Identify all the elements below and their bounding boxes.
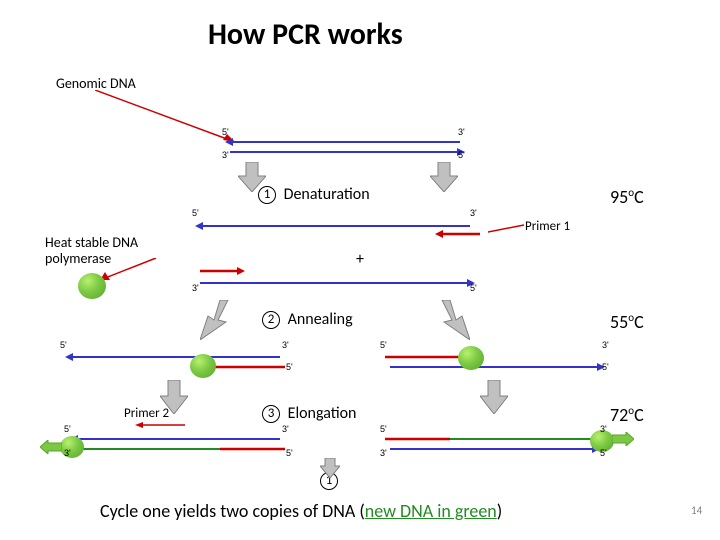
prod-r-5p: 5' <box>380 424 387 434</box>
caption-post: ) <box>497 500 502 522</box>
prod-l-5p: 5' <box>64 424 71 434</box>
temp-72-value: 72 <box>610 404 628 426</box>
product-right <box>380 432 610 456</box>
elong-r-3pr: 5' <box>602 362 609 372</box>
plus-sign: + <box>356 250 364 269</box>
temp-95-value: 95 <box>610 186 628 208</box>
pointer-polymerase <box>100 258 190 286</box>
temp-denaturation: 95oC <box>610 186 644 208</box>
product-left <box>60 432 290 456</box>
temp-elongation: 72oC <box>610 404 644 426</box>
arrow-anneal-right <box>438 300 470 340</box>
arrow-denature-right <box>430 162 458 192</box>
polymerase-blob <box>78 273 106 299</box>
den-top-5p: 5' <box>192 208 199 218</box>
arrow-elong-left <box>160 380 188 414</box>
end-5p-tl: 5' <box>222 127 229 137</box>
step-2-text: Annealing <box>288 310 353 329</box>
step-3-label: 3 Elongation <box>262 404 356 423</box>
step-3-num: 3 <box>262 405 280 423</box>
product-right-greenarrow <box>612 432 634 446</box>
elong-r-5p: 5' <box>380 340 387 350</box>
dna-denatured-bottom <box>190 275 480 291</box>
arrow-elong-right <box>480 380 508 414</box>
temp-55-unit: C <box>634 311 644 333</box>
pointer-primer1 <box>488 222 528 236</box>
primer-1-line <box>435 228 485 240</box>
arrow-final <box>320 458 340 478</box>
end-3p-bl: 3' <box>222 150 229 160</box>
elong-left <box>60 350 290 374</box>
end-5p-br: 5' <box>458 150 465 160</box>
arrow-denature-left <box>238 162 266 192</box>
prod-l-5pb: 5' <box>286 448 293 458</box>
elong-right-blob <box>458 346 484 370</box>
caption-pre: Cycle one yields two copies of DNA ( <box>100 500 365 522</box>
slide-number: 14 <box>691 504 702 517</box>
caption-mid: new DNA in green <box>365 500 497 522</box>
dna-double-strand <box>220 135 470 160</box>
step-1-label: 1 Denaturation <box>258 185 370 204</box>
label-heat-stable-1: Heat stable DNA <box>45 234 138 251</box>
elong-left-blob <box>190 354 216 378</box>
step-2-label: 2 Annealing <box>262 310 353 329</box>
page-title: How PCR works <box>208 16 403 53</box>
end-3p-tr: 3' <box>458 127 465 137</box>
prod-l-3pb: 3' <box>64 448 71 458</box>
temp-72-unit: C <box>634 404 644 426</box>
den-bot-5p: 5' <box>470 283 477 293</box>
elong-l-5p: 5' <box>60 340 67 350</box>
label-primer-1: Primer 1 <box>525 219 570 234</box>
elong-right <box>380 350 610 374</box>
temp-55-value: 55 <box>610 311 628 333</box>
prod-r-5pb: 5' <box>600 448 607 458</box>
caption: Cycle one yields two copies of DNA (new … <box>100 500 502 522</box>
product-left-greenarrow <box>40 440 62 454</box>
den-top-3p: 3' <box>470 208 477 218</box>
temp-annealing: 55oC <box>610 311 644 333</box>
primer-2-line <box>195 265 245 277</box>
arrow-anneal-left <box>200 300 232 340</box>
step-1-text: Denaturation <box>284 185 370 204</box>
step-3-text: Elongation <box>288 404 357 423</box>
elong-r-3p: 3' <box>602 340 609 350</box>
prod-r-3p: 3' <box>600 424 607 434</box>
elong-l-5pb: 5' <box>286 362 293 372</box>
step-2-num: 2 <box>262 311 280 329</box>
elong-l-3p: 3' <box>282 340 289 350</box>
prod-r-3pb: 3' <box>380 448 387 458</box>
prod-l-3p: 3' <box>282 424 289 434</box>
temp-95-unit: C <box>634 186 644 208</box>
den-bot-3p: 3' <box>192 283 199 293</box>
